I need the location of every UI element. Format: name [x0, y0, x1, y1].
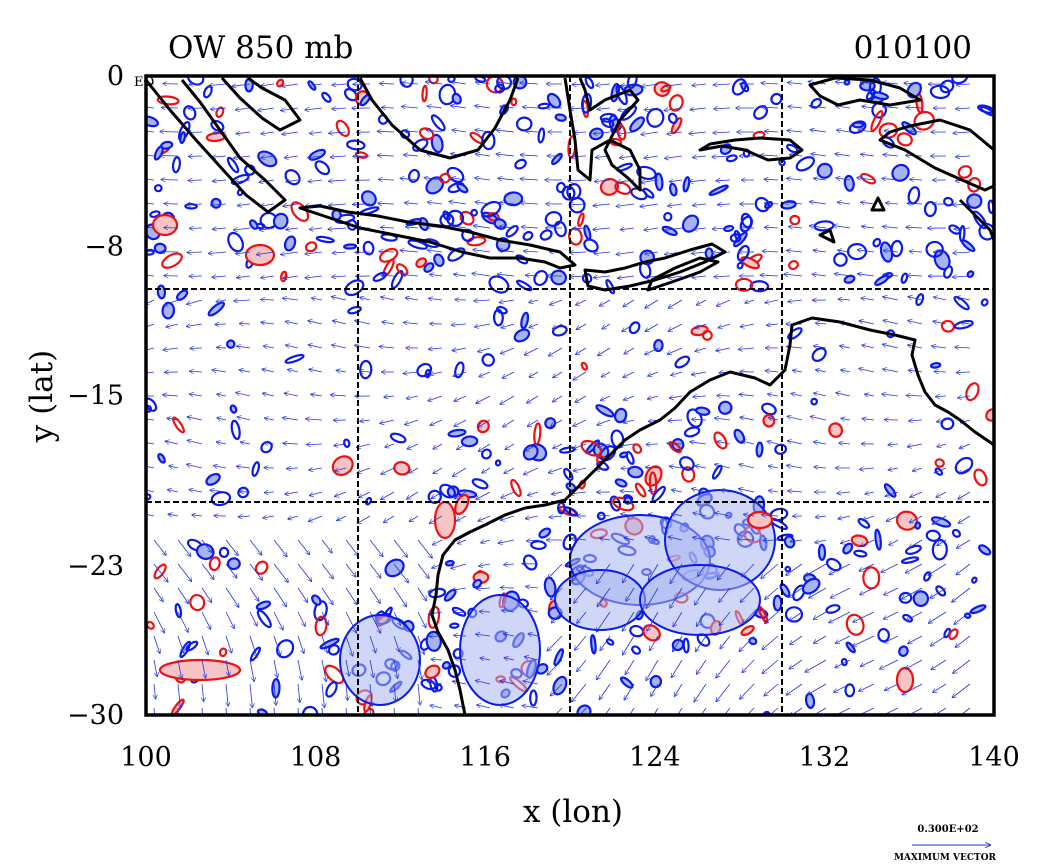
x-axis-label: x (lon): [523, 794, 623, 830]
map-title-right: 010100: [854, 30, 972, 66]
y-tick-label: −15: [67, 381, 124, 412]
equator-label: EQ: [134, 75, 154, 90]
graticule-grid: [146, 76, 994, 715]
coastlines: [146, 76, 994, 715]
x-tick-label: 132: [799, 742, 851, 773]
plot-frame: [144, 74, 996, 717]
y-tick-label: 0: [107, 61, 124, 92]
y-tick-label: −8: [84, 231, 124, 262]
vector-legend-label: MAXIMUM VECTOR: [894, 853, 997, 863]
y-axis-ticks: 0 −8 −15 −23 −30: [67, 61, 124, 731]
y-tick-label: −30: [67, 700, 124, 731]
y-tick-label: −23: [67, 551, 124, 582]
x-tick-label: 124: [629, 742, 681, 773]
wind-vectors: [146, 82, 971, 715]
x-tick-label: 116: [459, 742, 511, 773]
x-tick-label: 100: [120, 742, 172, 773]
x-tick-label: 140: [968, 742, 1020, 773]
x-axis-ticks: 100 108 116 124 132 140: [120, 742, 1020, 773]
vector-legend-value: 0.300E+02: [917, 824, 978, 835]
vector-legend: 0.300E+02 MAXIMUM VECTOR: [894, 824, 997, 863]
plot-area: [146, 76, 994, 715]
x-tick-label: 108: [290, 742, 342, 773]
y-axis-label: y (lat): [24, 350, 60, 443]
map-title-left: OW 850 mb: [168, 30, 353, 66]
vorticity-contours: [146, 76, 994, 715]
